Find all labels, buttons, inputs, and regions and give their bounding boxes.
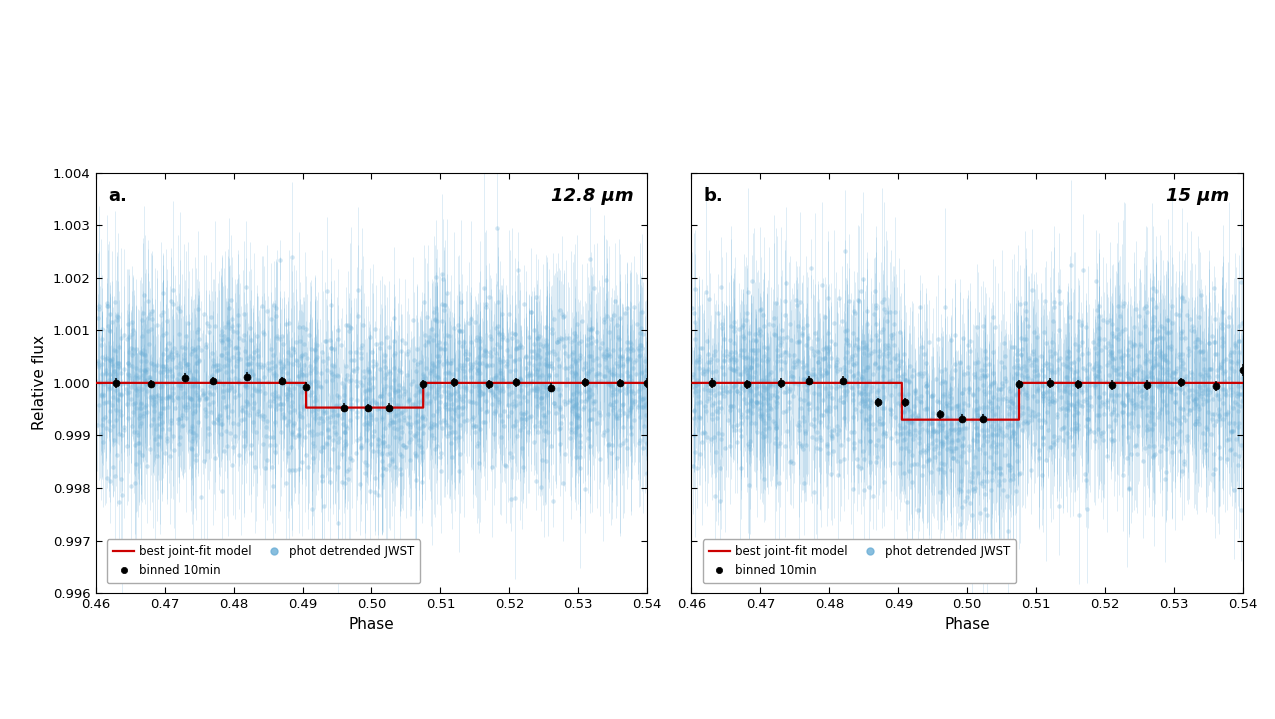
Legend: best joint-fit model, binned 10min, phot detrended JWST: best joint-fit model, binned 10min, phot… — [703, 539, 1016, 583]
X-axis label: Phase: Phase — [945, 617, 991, 631]
Y-axis label: Relative flux: Relative flux — [32, 335, 47, 431]
Text: 12.8 μm: 12.8 μm — [551, 187, 634, 206]
Text: b.: b. — [704, 187, 723, 206]
Text: 15 μm: 15 μm — [1167, 187, 1229, 206]
X-axis label: Phase: Phase — [348, 617, 394, 631]
Text: a.: a. — [108, 187, 126, 206]
Legend: best joint-fit model, binned 10min, phot detrended JWST: best joint-fit model, binned 10min, phot… — [107, 539, 421, 583]
